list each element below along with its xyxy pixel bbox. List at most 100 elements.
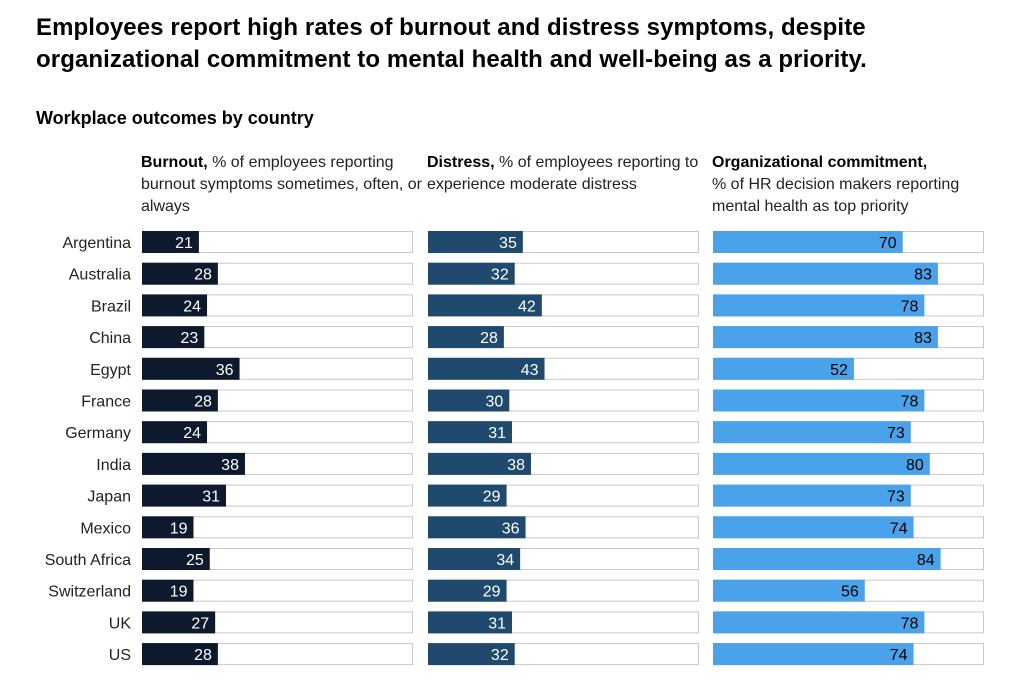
organizational-commitment-bar-japan: [713, 484, 911, 507]
distress-bar-germany: [428, 421, 513, 444]
distress-value-india: 38: [507, 457, 525, 474]
country-label-south-africa: South Africa: [45, 552, 131, 569]
country-label-us: US: [109, 647, 131, 664]
burnout-value-india: 38: [221, 457, 239, 474]
burnout-bar-egypt: [142, 357, 240, 380]
distress-bar-france: [428, 389, 510, 412]
burnout-value-switzerland: 19: [170, 584, 188, 601]
burnout-bar-india: [142, 452, 245, 475]
burnout-bar-japan: [142, 484, 227, 507]
burnout-value-argentina: 21: [175, 235, 193, 252]
burnout-value-brazil: 24: [183, 298, 201, 315]
burnout-value-mexico: 19: [170, 520, 188, 537]
commitment-panel-header: Organizational commitment, % of HR decis…: [712, 152, 997, 218]
burnout-value-japan: 31: [202, 489, 220, 506]
distress-panel-header: Distress, % of employees reporting to ex…: [427, 152, 712, 196]
country-label-mexico: Mexico: [80, 520, 131, 537]
burnout-bar-china: [142, 326, 205, 349]
country-label-brazil: Brazil: [91, 298, 131, 315]
organizational-commitment-value-france: 78: [901, 394, 919, 411]
organizational-commitment-bar-india: [713, 452, 930, 475]
country-label-uk: UK: [109, 615, 132, 632]
organizational-commitment-value-china: 83: [914, 330, 932, 347]
distress-header-desc: % of employees reporting to experience m…: [427, 154, 699, 193]
organizational-commitment-bar-switzerland: [713, 579, 865, 602]
distress-header-title: Distress,: [427, 154, 495, 171]
country-label-argentina: Argentina: [63, 235, 132, 252]
distress-bar-argentina: [428, 231, 523, 253]
organizational-commitment-bar-argentina: [713, 231, 903, 253]
distress-bar-australia: [428, 262, 515, 285]
commitment-header-title: Organizational commitment,: [712, 154, 928, 171]
organizational-commitment-value-japan: 73: [887, 489, 905, 506]
country-label-france: France: [81, 394, 131, 411]
organizational-commitment-value-australia: 83: [914, 267, 932, 284]
burnout-bar-uk: [142, 611, 216, 634]
burnout-value-australia: 28: [194, 267, 212, 284]
burnout-bar-france: [142, 389, 218, 412]
burnout-panel-header: Burnout, % of employees reporting burnou…: [141, 152, 426, 218]
country-label-germany: Germany: [65, 425, 131, 442]
burnout-value-uk: 27: [191, 615, 209, 632]
organizational-commitment-value-uk: 78: [901, 615, 919, 632]
organizational-commitment-bar-australia: [713, 262, 938, 285]
burnout-bar-brazil: [142, 294, 208, 317]
organizational-commitment-bar-germany: [713, 421, 911, 444]
burnout-value-germany: 24: [183, 425, 201, 442]
distress-bar-egypt: [428, 357, 545, 380]
organizational-commitment-bar-mexico: [713, 516, 914, 539]
organizational-commitment-value-us: 74: [890, 647, 908, 664]
burnout-value-us: 28: [194, 647, 212, 664]
burnout-bar-mexico: [142, 516, 194, 539]
country-label-india: India: [96, 457, 131, 474]
burnout-bar-south-africa: [142, 548, 210, 570]
distress-bar-switzerland: [428, 579, 507, 602]
distress-bar-mexico: [428, 516, 526, 539]
distress-value-argentina: 35: [499, 235, 517, 252]
distress-bar-china: [428, 326, 504, 349]
distress-value-switzerland: 29: [483, 584, 501, 601]
burnout-bar-argentina: [142, 231, 199, 253]
organizational-commitment-value-india: 80: [906, 457, 924, 474]
burnout-value-egypt: 36: [216, 362, 234, 379]
organizational-commitment-bar-china: [713, 326, 938, 349]
organizational-commitment-value-switzerland: 56: [841, 584, 859, 601]
organizational-commitment-value-mexico: 74: [890, 520, 908, 537]
distress-bar-uk: [428, 611, 513, 634]
organizational-commitment-bar-us: [713, 643, 914, 666]
chart-subtitle: Workplace outcomes by country: [36, 108, 314, 128]
distress-value-egypt: 43: [521, 362, 539, 379]
organizational-commitment-value-egypt: 52: [830, 362, 848, 379]
distress-value-mexico: 36: [502, 520, 520, 537]
organizational-commitment-value-south-africa: 84: [917, 552, 935, 569]
distress-bar-brazil: [428, 294, 542, 317]
distress-bar-india: [428, 452, 531, 475]
commitment-header-desc: % of HR decision makers reporting mental…: [712, 176, 960, 215]
burnout-bar-germany: [142, 421, 208, 444]
burnout-bar-us: [142, 643, 218, 666]
distress-bar-us: [428, 643, 515, 666]
distress-bar-south-africa: [428, 548, 521, 570]
distress-value-france: 30: [486, 394, 504, 411]
organizational-commitment-value-argentina: 70: [879, 235, 897, 252]
burnout-header-title: Burnout,: [141, 154, 208, 171]
organizational-commitment-bar-france: [713, 389, 925, 412]
burnout-value-france: 28: [194, 394, 212, 411]
distress-value-uk: 31: [488, 615, 506, 632]
country-label-egypt: Egypt: [90, 362, 131, 379]
burnout-header-desc: % of employees reporting burnout symptom…: [141, 154, 422, 215]
distress-value-australia: 32: [491, 267, 509, 284]
country-label-japan: Japan: [87, 489, 131, 506]
burnout-bar-switzerland: [142, 579, 194, 602]
distress-value-us: 32: [491, 647, 509, 664]
distress-value-japan: 29: [483, 489, 501, 506]
distress-value-south-africa: 34: [496, 552, 514, 569]
burnout-value-china: 23: [181, 330, 199, 347]
organizational-commitment-bar-egypt: [713, 357, 854, 380]
organizational-commitment-value-brazil: 78: [901, 298, 919, 315]
organizational-commitment-bar-brazil: [713, 294, 925, 317]
distress-value-brazil: 42: [518, 298, 536, 315]
distress-bar-japan: [428, 484, 507, 507]
organizational-commitment-value-germany: 73: [887, 425, 905, 442]
